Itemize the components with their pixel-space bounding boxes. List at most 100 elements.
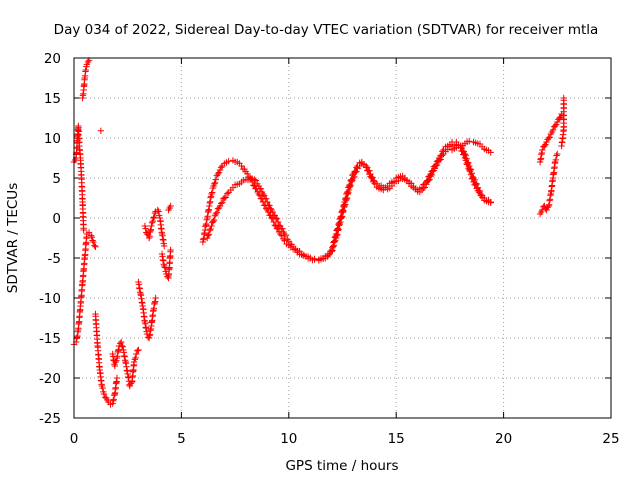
- data-point: [141, 222, 149, 230]
- data-point: [554, 150, 561, 158]
- data-point: [92, 243, 99, 250]
- data-point: [161, 262, 168, 270]
- data-point: [111, 362, 119, 370]
- data-point-interp: [463, 160, 470, 168]
- data-point: [545, 134, 552, 142]
- data-point-interp: [352, 169, 359, 176]
- x-tick-label: 0: [70, 431, 79, 447]
- y-tick-label: 5: [52, 171, 61, 187]
- data-point-interp: [425, 177, 432, 184]
- data-point-interp: [334, 231, 341, 238]
- data-point-interp: [260, 192, 268, 199]
- data-point-interp: [343, 194, 351, 202]
- data-point-interp: [219, 199, 226, 206]
- data-point: [87, 232, 95, 239]
- data-point: [167, 202, 174, 210]
- y-tick-label: -5: [48, 251, 61, 267]
- chart-title: Day 034 of 2022, Sidereal Day-to-day VTE…: [54, 22, 599, 38]
- tick-labels: 0 5 10 15 20 25 -25 -20 -15 -10 -5 0 5 10 15 20: [39, 51, 620, 447]
- data-point-interp: [433, 161, 441, 169]
- data-point: [272, 214, 280, 222]
- data-point: [558, 142, 565, 150]
- data-point: [167, 246, 174, 254]
- data-point-interp: [329, 247, 336, 254]
- data-point: [133, 350, 140, 358]
- data-point: [487, 199, 494, 206]
- data-point-interp: [88, 233, 96, 241]
- data-point: [97, 127, 105, 134]
- data-point-interp: [279, 235, 287, 243]
- data-point-interp: [338, 213, 346, 220]
- data-point-interp: [351, 173, 358, 180]
- data-point-interp: [208, 189, 216, 196]
- data-point-interp: [274, 218, 282, 226]
- data-point-interp: [335, 222, 343, 229]
- data-point-interp: [476, 189, 483, 196]
- data-point: [466, 166, 473, 174]
- data-point-interp: [275, 222, 283, 229]
- y-axis-label: SDTVAR / TECUs: [5, 183, 21, 293]
- data-point-interp: [267, 205, 274, 212]
- data-point-interp: [330, 242, 338, 249]
- data-point-interp: [477, 192, 484, 199]
- data-point-interp: [156, 212, 163, 219]
- data-point: [152, 294, 159, 302]
- data-point-interp: [438, 152, 446, 159]
- data-point-interp: [428, 171, 435, 179]
- data-point-interp: [222, 194, 229, 201]
- data-point-interp: [149, 218, 156, 225]
- data-point-interp: [131, 356, 139, 363]
- data-point-interp: [99, 384, 106, 392]
- data-point: [90, 238, 97, 246]
- data-point-interp: [148, 219, 156, 226]
- data-point: [345, 186, 353, 194]
- data-point-interp: [279, 225, 286, 232]
- data-point: [435, 157, 443, 164]
- data-point-interp: [250, 182, 257, 189]
- data-point-interp: [368, 175, 376, 182]
- data-point-interp: [338, 214, 345, 221]
- data-point-interp: [89, 237, 96, 244]
- data-point-interp: [252, 177, 260, 184]
- y-tick-label: 0: [52, 211, 61, 227]
- data-point-interp: [134, 347, 141, 354]
- data-point-interp: [155, 208, 162, 215]
- data-point-interp: [142, 225, 149, 232]
- data-point-interp: [346, 183, 354, 191]
- y-tick-label: 10: [44, 131, 61, 147]
- data-point: [154, 206, 161, 214]
- data-point-interp: [437, 156, 444, 163]
- data-point: [551, 122, 559, 130]
- grid-lines: [74, 58, 611, 418]
- data-point: [264, 198, 271, 206]
- data-point: [208, 190, 215, 198]
- data-point-interp: [325, 251, 333, 259]
- plot-frame: [73, 57, 612, 419]
- data-point: [148, 222, 155, 230]
- data-point-interp: [162, 268, 169, 275]
- data-point-interp: [426, 176, 433, 183]
- data-point: [208, 222, 215, 230]
- data-point: [118, 338, 125, 346]
- data-point-interp: [467, 171, 475, 178]
- y-tick-label: -25: [39, 411, 61, 427]
- data-point: [549, 126, 557, 134]
- x-tick-label: 15: [388, 431, 405, 447]
- y-tick-label: -15: [39, 331, 61, 347]
- data-point: [539, 146, 546, 154]
- data-point-interp: [331, 238, 338, 245]
- data-point-interp: [340, 203, 348, 211]
- data-point: [281, 237, 288, 244]
- data-point-interp: [334, 227, 342, 234]
- data-point-interp: [348, 178, 355, 185]
- data-point-interp: [343, 195, 350, 203]
- data-point: [423, 181, 430, 188]
- data-point-interp: [282, 232, 290, 239]
- data-point-interp: [217, 164, 225, 171]
- data-point-interp: [132, 354, 139, 362]
- data-point-interp: [164, 273, 171, 280]
- data-point-interp: [206, 227, 213, 234]
- data-point-interp: [365, 167, 372, 174]
- data-point-interp: [552, 156, 560, 164]
- data-point-interp: [420, 184, 427, 192]
